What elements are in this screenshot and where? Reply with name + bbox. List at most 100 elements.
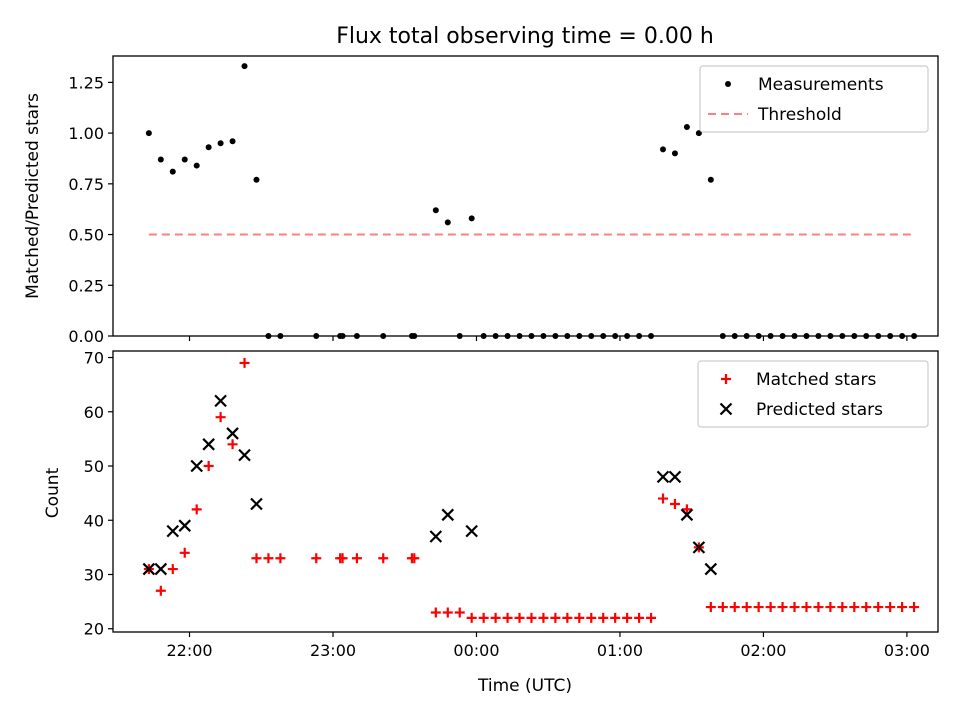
matched-star-point: [490, 612, 501, 623]
legend: Measurements Threshold: [699, 65, 929, 133]
matched-star-point: [203, 461, 214, 472]
top-y-axis-label: Matched/Predicted stars: [23, 93, 43, 299]
chart-title: Flux total observing time = 0.00 h: [336, 24, 714, 49]
matched-star-point: [550, 612, 561, 623]
matched-star-point: [526, 612, 537, 623]
measurement-point: [313, 333, 320, 339]
matched-star-point: [215, 412, 226, 423]
measurement-point: [205, 144, 212, 151]
matched-star-point: [263, 553, 274, 564]
bottom-plot-frame: [112, 350, 939, 633]
measurement-point: [624, 333, 631, 339]
matched-star-point: [717, 602, 728, 613]
y-tick-label: 40: [84, 511, 104, 530]
measurement-point: [755, 333, 762, 339]
matched-star-point: [885, 602, 896, 613]
measurement-point: [731, 333, 738, 339]
y-tick-label: 0.75: [68, 175, 104, 194]
bottom-panel: Count Time (UTC) 20 30 40 50 60 70 22:00 23:00 0…: [43, 349, 939, 696]
measurement-point: [193, 162, 200, 169]
matched-star-point: [801, 602, 812, 613]
measurement-point: [339, 333, 346, 339]
measurement-point: [576, 333, 583, 339]
measurement-point: [380, 333, 387, 339]
legend: Matched stars Predicted stars: [697, 360, 929, 428]
legend-label: Predicted stars: [756, 400, 883, 420]
measurement-point: [779, 333, 786, 339]
measurement-point: [504, 333, 511, 339]
matched-star-point: [179, 547, 190, 558]
predicted-star-point: [656, 470, 670, 484]
measurement-point: [468, 215, 475, 222]
x-tick-label: 02:00: [740, 641, 786, 660]
measurement-point: [815, 333, 822, 339]
measurement-point: [600, 333, 607, 339]
measurement-point: [719, 333, 726, 339]
measurement-point: [528, 333, 535, 339]
measurement-point: [444, 219, 451, 226]
matched-star-point: [337, 553, 348, 564]
legend-marker-dot: [725, 81, 731, 87]
measurement-point: [887, 333, 894, 339]
predicted-star-point: [238, 448, 251, 462]
matched-star-point: [849, 602, 860, 613]
predicted-star-point: [680, 508, 694, 522]
predicted-star-point: [465, 524, 478, 538]
measurement-point: [875, 333, 882, 339]
matched-star-point: [753, 602, 764, 613]
matched-star-point: [705, 602, 716, 613]
predicted-star-point: [441, 508, 455, 522]
matched-star-point: [669, 498, 680, 509]
y-tick-label: 50: [84, 457, 104, 476]
measurement-point: [492, 333, 499, 339]
matched-star-point: [538, 612, 549, 623]
series-matched-stars: [143, 357, 920, 623]
y-tick-label: 1.00: [68, 124, 104, 143]
matched-star-point: [909, 602, 920, 613]
measurement-point: [564, 333, 571, 339]
measurement-point: [145, 130, 152, 137]
matched-star-point: [598, 612, 609, 623]
x-axis-label: Time (UTC): [477, 676, 572, 696]
predicted-star-point: [692, 541, 706, 554]
matched-star-point: [777, 602, 788, 613]
predicted-star-point: [429, 530, 443, 543]
matched-star-point: [741, 602, 752, 613]
matched-star-point: [430, 607, 441, 618]
predicted-star-point: [202, 438, 215, 451]
matched-star-point: [275, 553, 286, 564]
measurement-point: [277, 333, 284, 339]
measurement-point: [851, 333, 858, 339]
x-tick-label: 00:00: [453, 641, 499, 660]
matched-star-point: [646, 612, 657, 623]
measurement-point: [157, 156, 164, 163]
series-predicted-stars: [142, 394, 718, 576]
measurement-point: [169, 168, 176, 175]
predicted-star-point: [668, 470, 682, 484]
legend-box: [697, 360, 929, 428]
measurement-point: [265, 333, 272, 339]
series-measurements: [145, 63, 918, 339]
predicted-star-point: [214, 394, 227, 408]
matched-star-point: [825, 602, 836, 613]
matched-star-point: [813, 602, 824, 613]
matched-star-point: [574, 612, 585, 623]
measurement-point: [803, 333, 810, 339]
matched-star-point: [167, 564, 178, 575]
matched-star-point: [351, 553, 362, 564]
matched-star-point: [610, 612, 621, 623]
matched-star-point: [514, 612, 525, 623]
measurement-point: [636, 333, 643, 339]
matched-star-point: [765, 602, 776, 613]
legend-marker-plus: [721, 374, 731, 384]
y-tick-label: 0.50: [68, 226, 104, 245]
measurement-point: [827, 333, 834, 339]
matched-star-point: [634, 612, 645, 623]
measurement-point: [660, 146, 666, 153]
matched-star-point: [466, 612, 477, 623]
y-tick-label: 60: [84, 403, 104, 422]
legend-label: Measurements: [758, 75, 884, 95]
y-tick-label: 0.00: [68, 327, 104, 346]
matched-star-point: [155, 585, 166, 596]
